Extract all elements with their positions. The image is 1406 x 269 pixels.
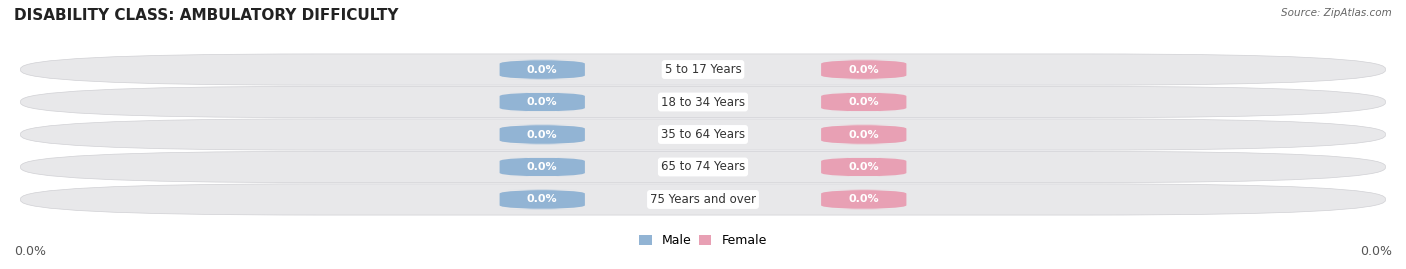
FancyBboxPatch shape [499,60,585,79]
FancyBboxPatch shape [821,157,907,177]
Text: 0.0%: 0.0% [848,194,879,204]
Text: Source: ZipAtlas.com: Source: ZipAtlas.com [1281,8,1392,18]
Text: 0.0%: 0.0% [848,97,879,107]
FancyBboxPatch shape [821,60,907,79]
Text: 75 Years and over: 75 Years and over [650,193,756,206]
Text: DISABILITY CLASS: AMBULATORY DIFFICULTY: DISABILITY CLASS: AMBULATORY DIFFICULTY [14,8,398,23]
Text: 0.0%: 0.0% [527,97,558,107]
Text: 0.0%: 0.0% [14,245,46,258]
FancyBboxPatch shape [499,92,585,112]
FancyBboxPatch shape [821,125,907,144]
FancyBboxPatch shape [499,125,585,144]
Text: 35 to 64 Years: 35 to 64 Years [661,128,745,141]
FancyBboxPatch shape [21,86,1385,118]
FancyBboxPatch shape [21,54,1385,85]
FancyBboxPatch shape [821,92,907,112]
Text: 0.0%: 0.0% [527,65,558,75]
Text: 0.0%: 0.0% [1360,245,1392,258]
Text: 0.0%: 0.0% [527,194,558,204]
FancyBboxPatch shape [499,157,585,177]
Text: 0.0%: 0.0% [848,162,879,172]
FancyBboxPatch shape [821,190,907,209]
Text: 0.0%: 0.0% [527,129,558,140]
FancyBboxPatch shape [21,151,1385,183]
Text: 0.0%: 0.0% [848,129,879,140]
Text: 0.0%: 0.0% [848,65,879,75]
FancyBboxPatch shape [21,119,1385,150]
Text: 5 to 17 Years: 5 to 17 Years [665,63,741,76]
Text: 65 to 74 Years: 65 to 74 Years [661,161,745,174]
Text: 0.0%: 0.0% [527,162,558,172]
Legend: Male, Female: Male, Female [634,229,772,252]
FancyBboxPatch shape [21,184,1385,215]
FancyBboxPatch shape [499,190,585,209]
Text: 18 to 34 Years: 18 to 34 Years [661,95,745,108]
